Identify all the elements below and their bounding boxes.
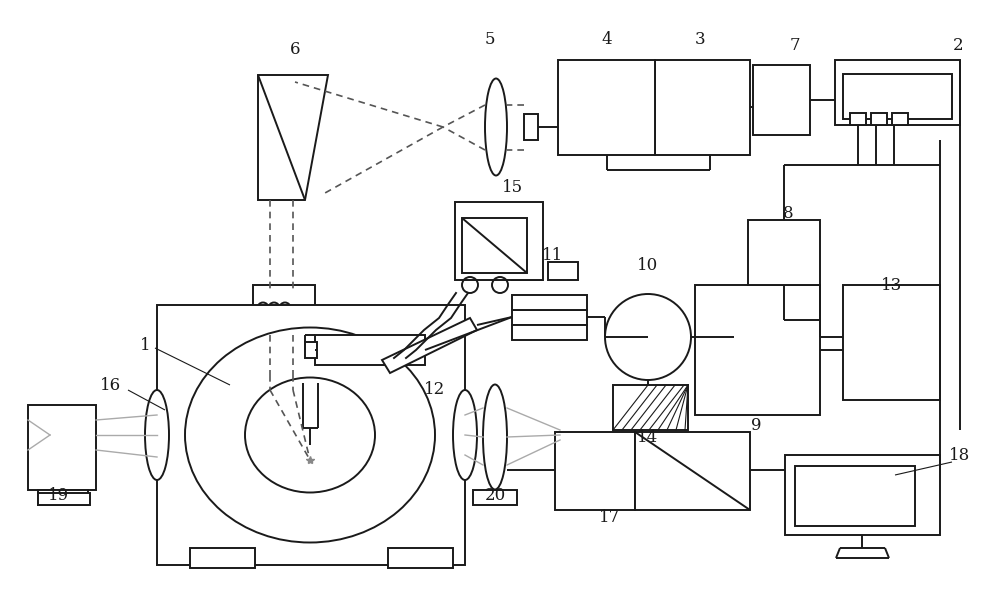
- Bar: [871, 113, 887, 125]
- Text: 11: 11: [542, 246, 564, 263]
- Polygon shape: [258, 75, 328, 200]
- Bar: [38, 493, 90, 505]
- Text: 4: 4: [602, 31, 612, 48]
- Ellipse shape: [245, 378, 375, 492]
- Bar: [462, 218, 527, 273]
- Bar: [512, 262, 542, 280]
- Text: 19: 19: [47, 486, 69, 504]
- Bar: [655, 60, 750, 155]
- Ellipse shape: [453, 390, 477, 480]
- Text: 7: 7: [790, 36, 800, 54]
- Bar: [850, 113, 866, 125]
- Bar: [157, 305, 465, 565]
- Bar: [315, 335, 425, 365]
- Bar: [795, 466, 915, 526]
- Ellipse shape: [483, 385, 507, 489]
- Bar: [512, 310, 587, 325]
- Text: 12: 12: [424, 382, 446, 399]
- Text: 6: 6: [290, 42, 300, 59]
- Text: 14: 14: [637, 429, 659, 446]
- Text: 18: 18: [949, 446, 971, 463]
- Text: 10: 10: [637, 257, 659, 274]
- Bar: [753, 65, 810, 135]
- Bar: [748, 220, 820, 285]
- Bar: [512, 325, 587, 340]
- Bar: [28, 405, 96, 490]
- Ellipse shape: [145, 390, 169, 480]
- Text: 17: 17: [599, 510, 621, 527]
- Bar: [548, 262, 578, 280]
- Text: 2: 2: [953, 36, 963, 54]
- Bar: [305, 342, 317, 358]
- Text: 5: 5: [485, 31, 495, 48]
- Text: 8: 8: [783, 205, 793, 222]
- Text: 15: 15: [501, 179, 523, 196]
- Ellipse shape: [485, 79, 507, 176]
- Bar: [558, 60, 655, 155]
- Bar: [843, 74, 952, 119]
- Bar: [512, 295, 587, 310]
- Text: 3: 3: [695, 31, 705, 48]
- Bar: [473, 490, 517, 505]
- Bar: [190, 548, 255, 568]
- Bar: [555, 432, 635, 510]
- Polygon shape: [382, 318, 477, 373]
- Bar: [835, 60, 960, 125]
- Ellipse shape: [185, 327, 435, 542]
- Bar: [38, 490, 88, 505]
- Text: 1: 1: [140, 336, 150, 353]
- Text: 16: 16: [99, 376, 121, 393]
- Bar: [613, 385, 688, 430]
- Bar: [455, 202, 543, 280]
- Bar: [843, 285, 940, 400]
- Bar: [388, 548, 453, 568]
- Text: 13: 13: [881, 277, 903, 294]
- Bar: [524, 114, 538, 140]
- Bar: [892, 113, 908, 125]
- Bar: [695, 285, 820, 415]
- Text: 9: 9: [751, 417, 761, 434]
- Bar: [253, 285, 315, 335]
- Bar: [635, 432, 750, 510]
- Bar: [785, 455, 940, 535]
- Text: 20: 20: [484, 486, 506, 504]
